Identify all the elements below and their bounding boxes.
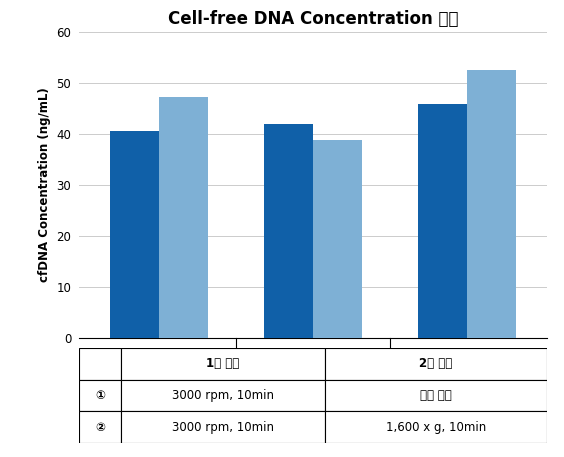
Text: ①: ①: [283, 356, 293, 366]
Text: Plasma(EDTA): Plasma(EDTA): [272, 390, 354, 403]
Title: Cell-free DNA Concentration 비교: Cell-free DNA Concentration 비교: [168, 10, 459, 28]
Bar: [325, 380, 547, 411]
Text: 1,600 x g, 10min: 1,600 x g, 10min: [386, 421, 486, 434]
Text: ①: ①: [437, 356, 447, 366]
Bar: [313, 140, 362, 338]
Bar: [110, 131, 159, 338]
Text: ②: ②: [179, 356, 189, 366]
Text: Serum: Serum: [140, 390, 178, 403]
Bar: [325, 411, 547, 443]
Bar: [467, 70, 516, 338]
Y-axis label: cfDNA Concentration (ng/mL): cfDNA Concentration (ng/mL): [38, 87, 51, 282]
Text: 3000 rpm, 10min: 3000 rpm, 10min: [172, 389, 274, 402]
Text: ②: ②: [333, 356, 343, 366]
Bar: [121, 411, 325, 443]
Text: 2차 분리: 2차 분리: [419, 357, 452, 370]
Bar: [418, 104, 467, 338]
Bar: [325, 348, 547, 380]
Text: ①: ①: [95, 389, 105, 402]
Text: ②: ②: [95, 421, 105, 434]
Text: ②: ②: [487, 356, 497, 366]
Bar: [264, 124, 313, 338]
Text: Plasma(citrate): Plasma(citrate): [422, 390, 512, 403]
Bar: [79, 380, 121, 411]
Bar: [159, 97, 208, 338]
Text: 1차 분리: 1차 분리: [206, 357, 240, 370]
Bar: [121, 348, 325, 380]
Bar: [79, 348, 121, 380]
Text: 진행 안함: 진행 안함: [420, 389, 452, 402]
Bar: [121, 380, 325, 411]
Text: 3000 rpm, 10min: 3000 rpm, 10min: [172, 421, 274, 434]
Bar: [79, 411, 121, 443]
Text: ①: ①: [129, 356, 139, 366]
